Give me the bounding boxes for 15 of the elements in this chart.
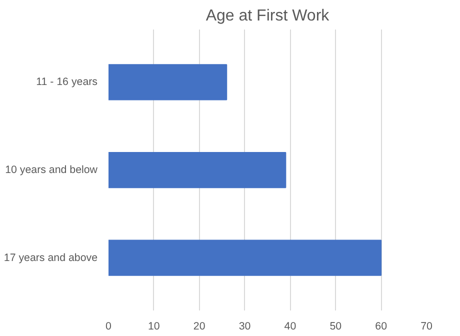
chart-title: Age at First Work	[206, 8, 330, 24]
x-tick-label: 20	[193, 320, 206, 332]
bar	[108, 64, 228, 100]
bar	[108, 240, 382, 276]
x-tick-label: 70	[420, 320, 432, 332]
x-tick-label: 40	[284, 320, 296, 332]
x-tick-label: 50	[330, 320, 342, 332]
x-tick-label: 10	[148, 320, 160, 332]
x-tick-label: 0	[106, 320, 112, 332]
y-tick-label: 10 years and below	[5, 164, 98, 176]
x-tick-label: 60	[375, 320, 388, 332]
y-tick-label: 17 years and above	[4, 252, 98, 264]
bar	[108, 152, 286, 188]
x-tick-label: 30	[238, 320, 251, 332]
y-tick-label: 11 - 16 years	[36, 76, 98, 88]
